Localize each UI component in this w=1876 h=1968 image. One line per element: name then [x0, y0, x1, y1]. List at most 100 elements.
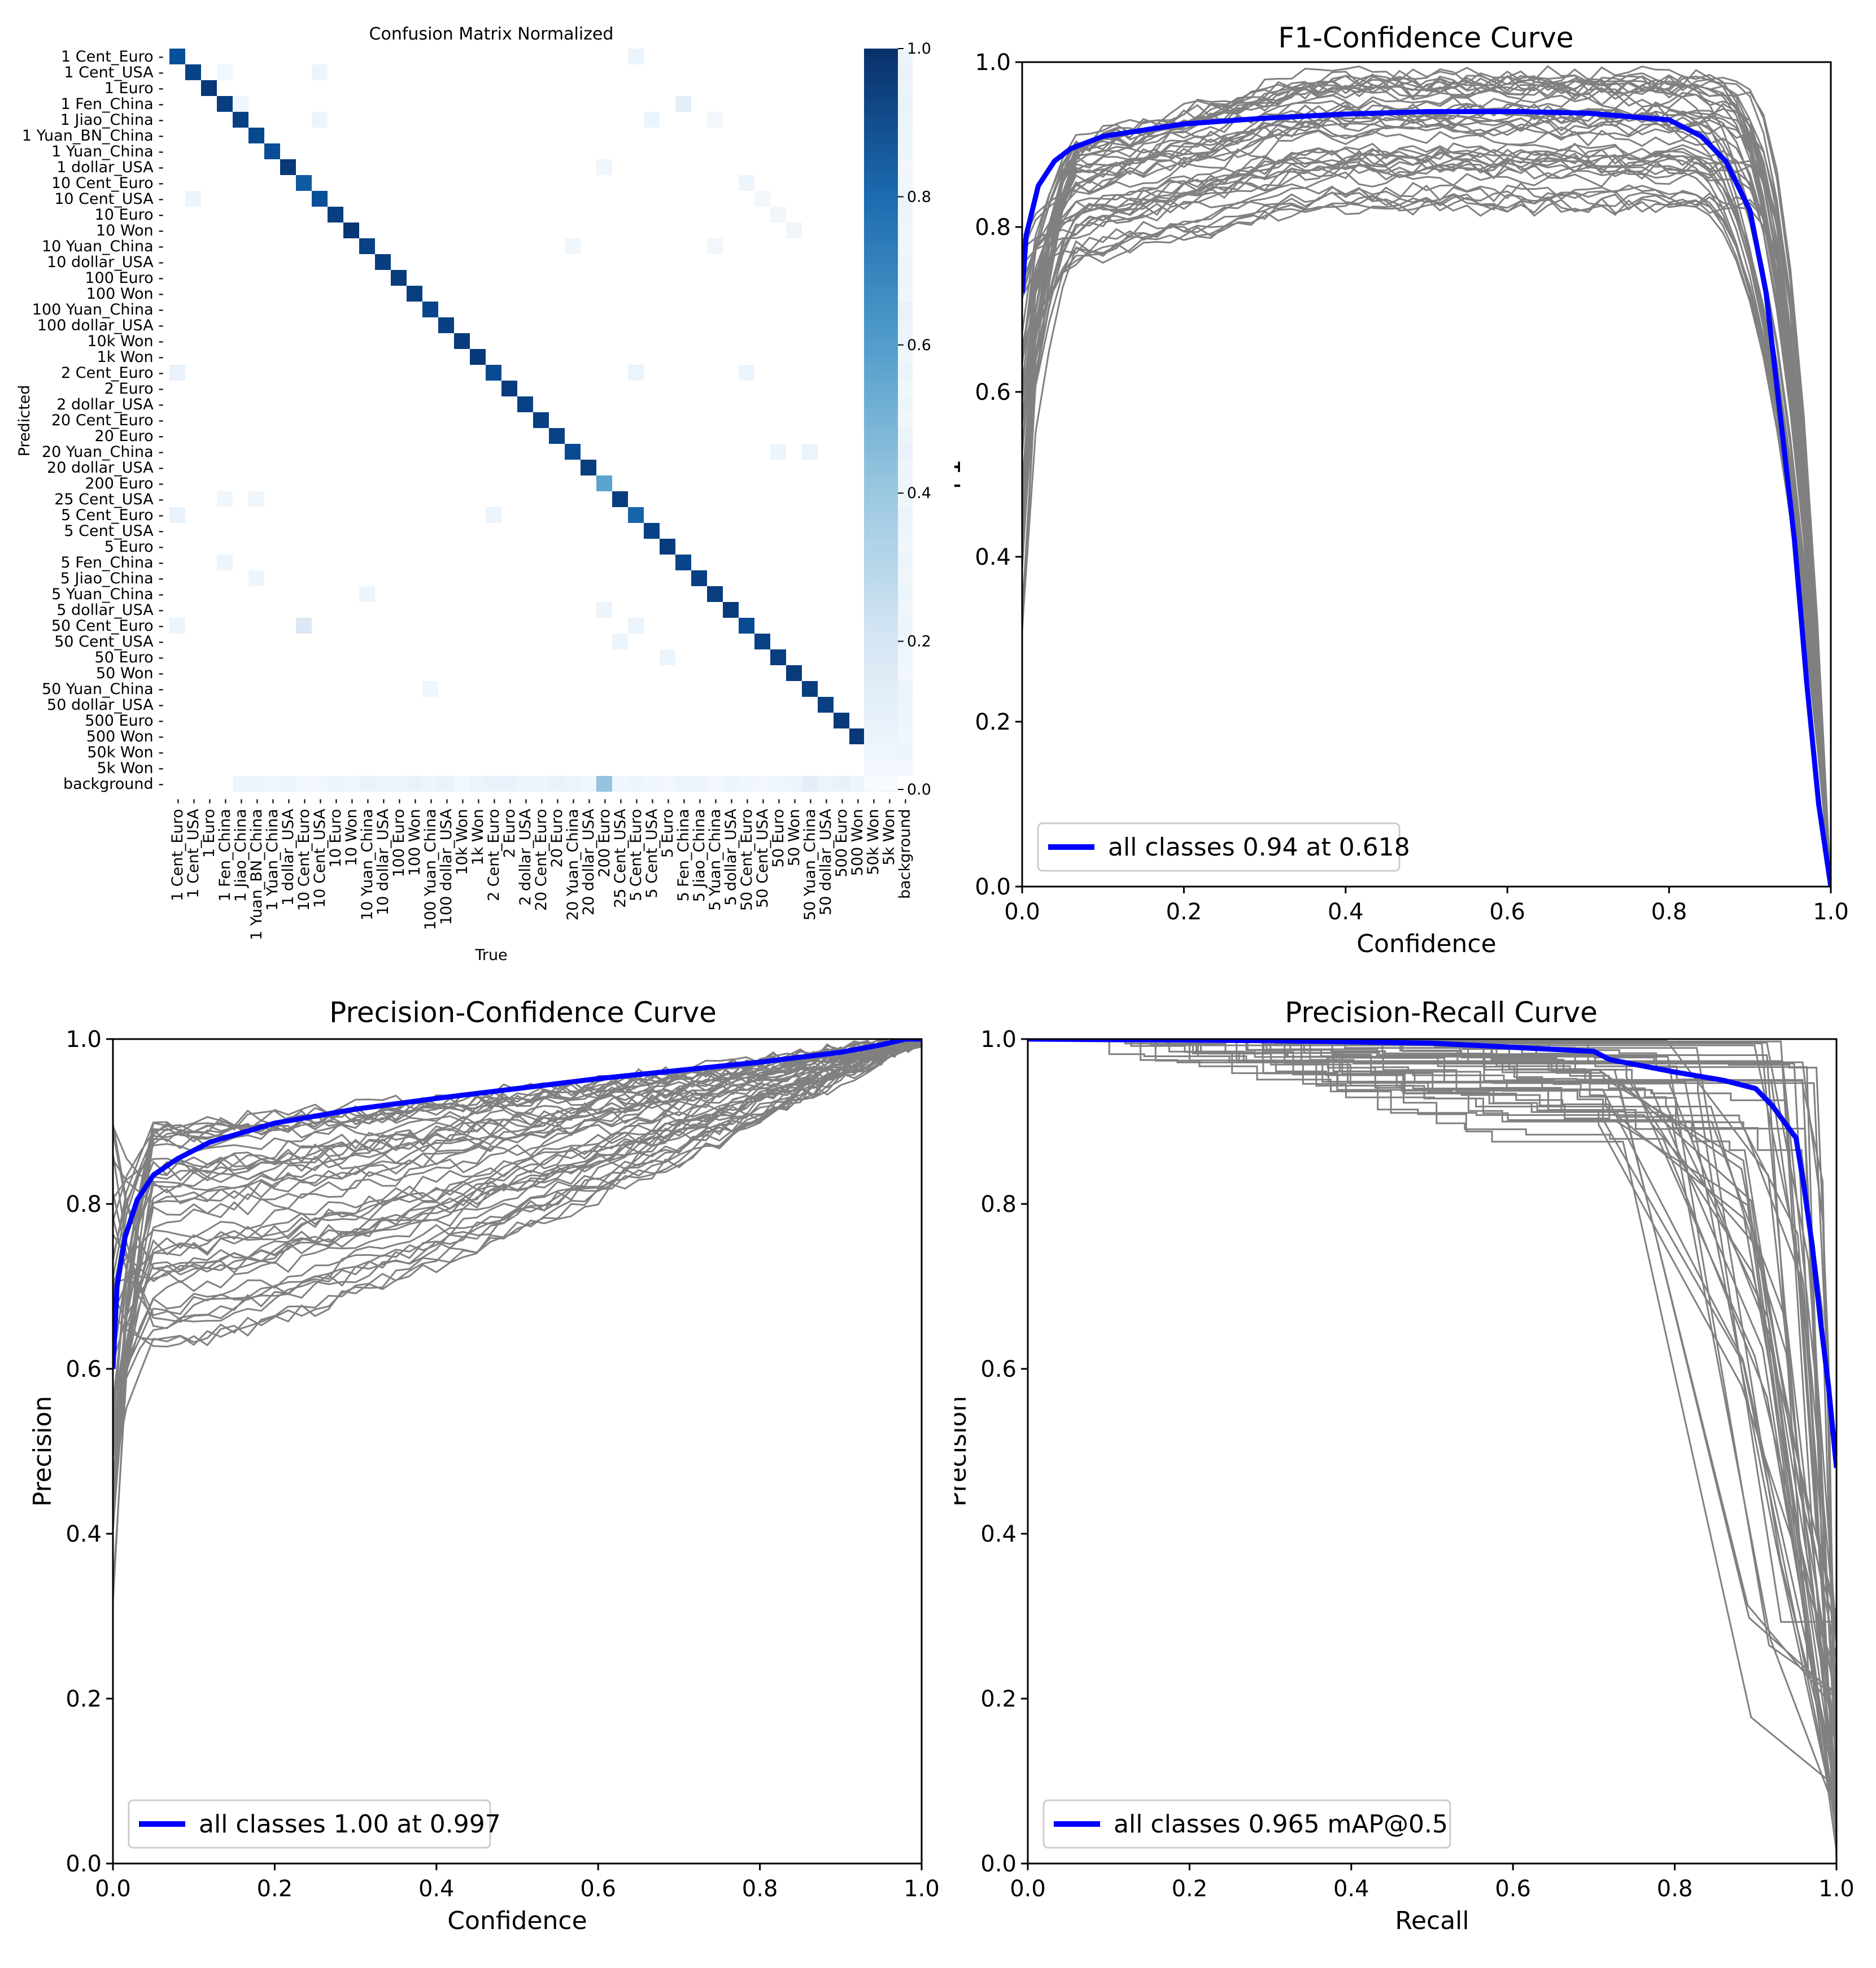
cm-title: Confusion Matrix Normalized	[369, 24, 614, 44]
cm-xlabel-tick: 5 Euro -	[659, 798, 677, 858]
cm-xlabel-tick: 5 Cent_Euro -	[627, 798, 645, 901]
colorbar	[864, 49, 898, 789]
class-curve	[1022, 184, 1831, 887]
y-tick-label: 0.6	[66, 1356, 102, 1382]
cm-ylabel: Predicted	[16, 385, 33, 457]
cm-cell	[897, 570, 913, 586]
cm-cell	[897, 412, 913, 428]
cm-cell	[897, 713, 913, 728]
cm-xlabel-tick: 2 Euro -	[501, 798, 518, 858]
cm-ylabel-tick: 1 Fen_China -	[61, 95, 164, 113]
cm-xlabel-tick: 20 Cent_Euro -	[533, 798, 550, 911]
cm-xlabel-tick: 10 Cent_Euro -	[295, 798, 313, 911]
cm-cell	[486, 365, 501, 381]
pc-legend: all classes 1.00 at 0.997	[128, 1799, 501, 1849]
cm-cell	[628, 507, 644, 523]
cm-cell	[312, 112, 328, 128]
cm-cell	[897, 159, 913, 175]
class-curve	[1022, 91, 1831, 887]
class-curve	[113, 1039, 922, 1205]
cm-ylabel-tick: 1 Cent_USA -	[64, 64, 164, 81]
cm-cell	[438, 317, 454, 333]
cm-ylabel-tick: 2 Euro -	[104, 380, 164, 398]
cm-cell	[248, 128, 264, 143]
class-curve	[1028, 1039, 1836, 1712]
cm-cell	[897, 191, 913, 207]
class-curve	[113, 1039, 922, 1482]
cm-cell	[359, 238, 375, 254]
cm-cell	[280, 159, 296, 175]
cm-cell	[248, 776, 264, 792]
cm-cell	[834, 713, 849, 728]
x-tick-label: 1.0	[1818, 1876, 1855, 1902]
colorbar-tick-label: 1.0	[907, 40, 931, 58]
cm-cell	[818, 776, 834, 792]
y-tick-label: 0.4	[66, 1521, 102, 1547]
cm-cell	[470, 349, 486, 365]
cm-xlabel-tick: 20 dollar_USA -	[580, 798, 597, 915]
class-curve	[1022, 152, 1831, 887]
y-tick-label: 1.0	[66, 1027, 102, 1053]
cm-cell	[201, 80, 217, 96]
class-curve	[1022, 162, 1831, 887]
cm-xlabel-tick: 100 Won -	[406, 798, 424, 876]
class-curve	[1022, 145, 1831, 887]
class-curve	[1022, 84, 1831, 887]
cm-cell	[897, 302, 913, 317]
y-tick-label: 0.2	[975, 709, 1011, 735]
cm-cell	[501, 776, 517, 792]
f1-confidence-chart: F1-Confidence Curve 0.0 0.2 0.4 0.6 0.8 1.0 0.…	[937, 21, 1849, 958]
class-curve	[1022, 150, 1831, 887]
class-curve	[113, 1042, 922, 1270]
class-curve	[1022, 101, 1831, 887]
cm-cell	[549, 428, 565, 444]
class-curve	[113, 1045, 922, 1315]
cm-cell	[185, 64, 201, 80]
class-curve	[1022, 107, 1831, 887]
y-tick-label: 0.6	[975, 379, 1011, 405]
y-tick-label: 0.8	[975, 215, 1011, 241]
pc-ylabel: Precision	[28, 1396, 57, 1507]
class-curve	[1028, 1039, 1836, 1820]
cm-cell	[549, 776, 565, 792]
class-curve	[1022, 121, 1831, 887]
cm-ylabel-tick: 5 Jiao_China -	[60, 570, 164, 587]
cm-cell	[786, 222, 802, 238]
cm-cell	[897, 175, 913, 191]
class-curve	[113, 1040, 922, 1493]
cm-cell	[596, 475, 612, 491]
class-curve	[1022, 170, 1831, 887]
y-tick-label: 1.0	[980, 1027, 1016, 1053]
pr-legend-text: all classes 0.965 mAP@0.5	[1114, 1810, 1448, 1839]
x-tick-label: 0.2	[257, 1876, 293, 1902]
class-curve	[1022, 148, 1831, 887]
cm-cell	[897, 665, 913, 681]
cm-xlabel-tick: 50 Euro -	[770, 798, 787, 867]
cm-xlabel-tick: 5 Jiao_China -	[691, 798, 708, 902]
cm-cell	[217, 491, 233, 507]
y-tick-label: 0.4	[980, 1521, 1016, 1547]
cm-cell	[707, 776, 723, 792]
cm-ylabel-tick: 5 dollar_USA -	[56, 601, 164, 619]
cm-cell	[739, 365, 754, 381]
class-curve	[1028, 1039, 1836, 1757]
y-tick-label: 0.8	[66, 1192, 102, 1218]
cm-cell	[533, 776, 549, 792]
class-curve	[113, 1041, 922, 1439]
cm-cell	[897, 333, 913, 349]
x-tick-label: 1.0	[1813, 899, 1849, 925]
cm-cell	[897, 396, 913, 412]
cm-cell	[818, 697, 834, 713]
x-tick-label: 0.6	[1495, 1876, 1531, 1902]
cm-cell	[596, 159, 612, 175]
class-curve	[1028, 1039, 1836, 1767]
cm-cell	[628, 49, 644, 64]
cm-xlabel-tick: 50 Cent_Euro -	[738, 798, 756, 911]
cm-xlabel-tick: 1 Yuan_China -	[264, 798, 281, 911]
class-curve	[113, 1039, 922, 1199]
cm-ylabel-tick: 1 Yuan_BN_China -	[22, 127, 164, 145]
cm-cell	[454, 776, 470, 792]
cm-cell	[312, 776, 328, 792]
class-curve	[113, 1045, 922, 1422]
cm-cell	[802, 444, 818, 460]
